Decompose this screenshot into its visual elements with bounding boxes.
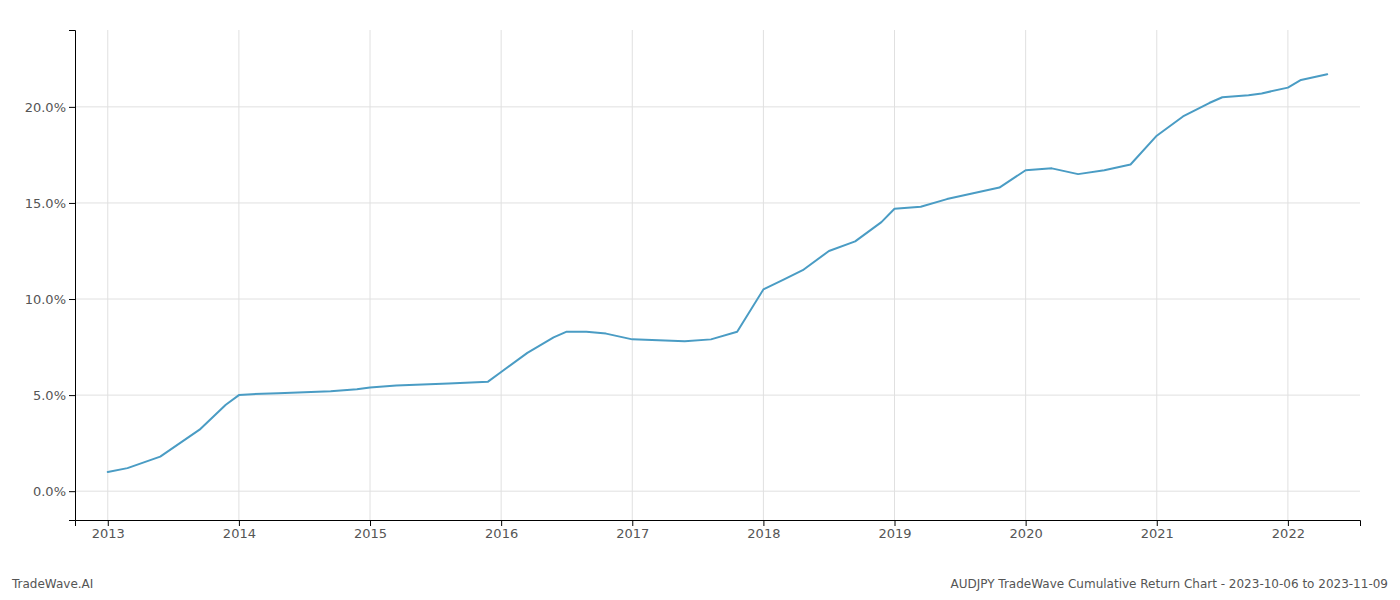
x-tick: 2015: [354, 520, 387, 541]
chart: 2013 2014 2015 2016 2017 2018 2019 2020 2021 2022…: [0, 0, 1400, 600]
grid: [75, 30, 1360, 520]
footer: TradeWave.AI AUDJPY TradeWave Cumulative …: [11, 577, 1388, 591]
y-tick-mark: [69, 299, 75, 300]
x-tick-label: 2018: [747, 526, 780, 541]
x-axis-line: [76, 521, 1361, 527]
y-tick: 5.0%: [33, 388, 75, 403]
y-tick: 20.0%: [25, 100, 75, 115]
y-tick-mark: [69, 107, 75, 108]
x-tick-mark: [632, 520, 633, 526]
y-tick: 15.0%: [25, 196, 75, 211]
y-tick-mark: [69, 203, 75, 204]
x-grid-line: [501, 30, 502, 520]
x-grid-line: [370, 30, 371, 520]
line: [108, 74, 1327, 472]
x-axis: 2013 2014 2015 2016 2017 2018 2019 2020 2021 2022: [76, 520, 1361, 541]
x-tick-mark: [763, 520, 764, 526]
x-tick-mark: [108, 520, 109, 526]
y-grid-line: [75, 202, 1360, 203]
x-tick-label: 2014: [223, 526, 256, 541]
x-tick-label: 2015: [354, 526, 387, 541]
x-tick-mark: [895, 520, 896, 526]
y-tick-mark: [69, 395, 75, 396]
x-tick-label: 2016: [485, 526, 518, 541]
y-tick-label: 0.0%: [33, 484, 66, 499]
x-grid-line: [107, 30, 108, 520]
x-tick-label: 2021: [1141, 526, 1174, 541]
x-grid-line: [238, 30, 239, 520]
x-tick-mark: [1288, 520, 1289, 526]
x-grid-line: [632, 30, 633, 520]
x-tick: 2014: [223, 520, 256, 541]
y-tick-mark: [69, 491, 75, 492]
x-tick: 2017: [616, 520, 649, 541]
plot: 2013 2014 2015 2016 2017 2018 2019 2020 2021 2022…: [25, 30, 1361, 541]
x-tick-mark: [239, 520, 240, 526]
x-tick-mark: [501, 520, 502, 526]
y-grid-line: [75, 299, 1360, 300]
x-tick: 2013: [92, 520, 125, 541]
y-axis: 0.0% 5.0% 10.0% 15.0% 20.0%: [25, 31, 76, 521]
x-grid-line: [1156, 30, 1157, 520]
x-tick: 2018: [747, 520, 780, 541]
x-tick: 2021: [1141, 520, 1174, 541]
y-grid-line: [75, 395, 1360, 396]
x-tick: 2020: [1010, 520, 1043, 541]
y-tick-label: 5.0%: [33, 388, 66, 403]
y-tick: 0.0%: [33, 484, 75, 499]
x-tick-label: 2019: [878, 526, 911, 541]
x-tick-label: 2022: [1272, 526, 1305, 541]
x-grid-line: [1025, 30, 1026, 520]
marks: [108, 74, 1327, 472]
x-tick-label: 2020: [1010, 526, 1043, 541]
footer-text: AUDJPY TradeWave Cumulative Return Chart…: [950, 577, 1388, 591]
x-tick-label: 2017: [616, 526, 649, 541]
x-grid-line: [1287, 30, 1288, 520]
x-tick-mark: [370, 520, 371, 526]
x-tick-label: 2013: [92, 526, 125, 541]
x-tick-mark: [1157, 520, 1158, 526]
y-tick: 10.0%: [25, 292, 75, 307]
y-tick-label: 15.0%: [25, 196, 66, 211]
y-tick-label: 10.0%: [25, 292, 66, 307]
x-tick-mark: [1026, 520, 1027, 526]
footer-text: TradeWave.AI: [11, 577, 93, 591]
x-grid-line: [763, 30, 764, 520]
x-tick: 2022: [1272, 520, 1305, 541]
x-grid-line: [894, 30, 895, 520]
y-axis-line: [69, 31, 76, 521]
y-tick-label: 20.0%: [25, 100, 66, 115]
y-grid-line: [75, 106, 1360, 107]
y-grid-line: [75, 491, 1360, 492]
x-tick: 2016: [485, 520, 518, 541]
x-tick: 2019: [878, 520, 911, 541]
